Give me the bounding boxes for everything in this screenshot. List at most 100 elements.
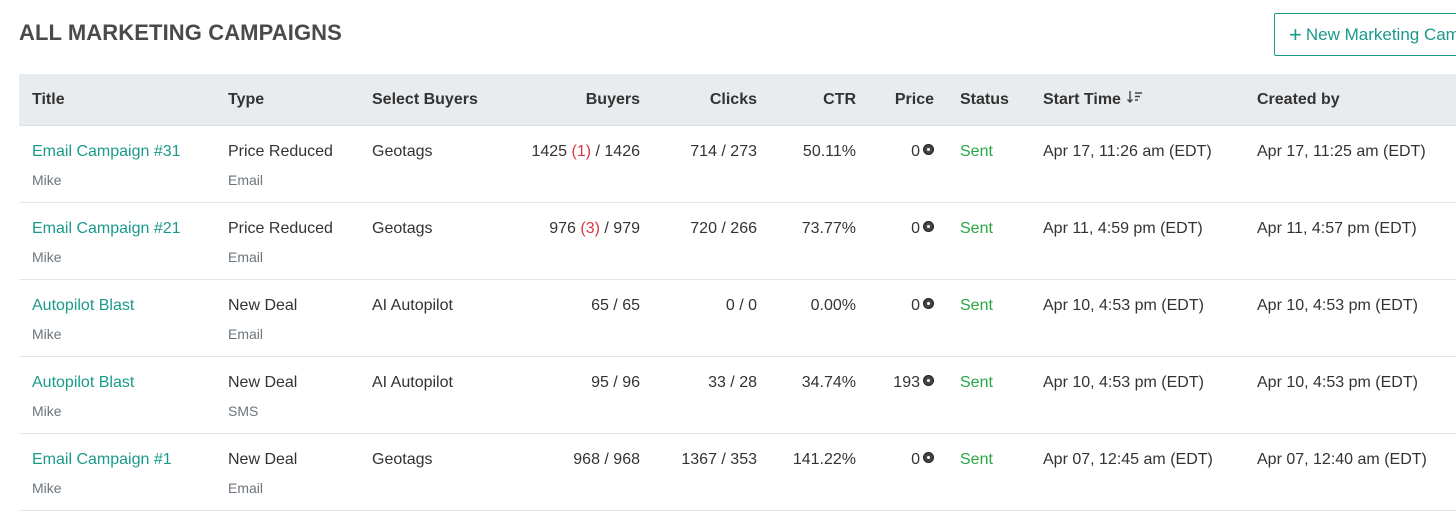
campaign-type: New Deal [228,451,298,468]
col-type[interactable]: Type [228,91,265,108]
start-time-value: Apr 10, 4:53 pm (EDT) [1043,297,1204,314]
buyers-count: 1425 [531,143,568,160]
col-buyers[interactable]: Buyers [585,91,640,108]
buyers-value: 95 / 96 [469,374,640,392]
ctr-value: 50.11% [802,143,856,160]
campaign-author: Mike [32,249,62,265]
col-price[interactable]: Price [894,91,934,108]
status-badge: Sent [960,220,993,237]
campaign-author: Mike [32,480,62,496]
created-by-value: Apr 10, 4:53 pm (EDT) [1257,374,1418,391]
campaigns-table: Title Type Select Buyers Buyers Clicks C… [19,74,1456,511]
page-title: ALL MARKETING CAMPAIGNS [19,20,342,45]
sort-descending-icon[interactable] [1126,74,1143,126]
clicks-value: 720 / 266 [690,220,757,237]
col-title[interactable]: Title [32,91,65,108]
status-badge: Sent [960,143,993,160]
buyers-count: 95 / 96 [591,374,640,391]
campaign-author: Mike [32,172,62,188]
campaign-title-link[interactable]: Autopilot Blast [32,374,135,391]
new-marketing-campaign-button[interactable]: + New Marketing Campaign [1274,13,1456,56]
col-start-time-label: Start Time [1043,91,1121,109]
campaign-channel: Email [228,249,264,265]
buyers-error-count: (1) [571,143,592,160]
campaign-title-link[interactable]: Email Campaign #1 [32,451,172,468]
buyers-value: 976 (3) / 979 [469,220,640,238]
price-value: 0 [859,220,934,238]
ctr-value: 73.77% [801,220,856,237]
select-buyers-value: Geotags [372,143,433,160]
price-amount: 193 [893,374,920,391]
ctr-value: 0.00% [810,297,856,314]
table-row[interactable]: Email Campaign #21 Mike Price Reduced Email… [19,203,1456,280]
col-status[interactable]: Status [960,91,1009,108]
select-buyers-value: Geotags [372,451,433,468]
start-time-value: Apr 10, 4:53 pm (EDT) [1043,374,1204,391]
campaign-type: Price Reduced [228,220,333,237]
table-row[interactable]: Email Campaign #1 Mike New Deal Email Geotag… [19,434,1456,511]
coin-icon [923,298,934,309]
buyers-count: 65 / 65 [591,297,640,314]
price-value: 0 [859,297,934,315]
col-ctr[interactable]: CTR [823,91,856,108]
buyers-value: 968 / 968 [469,451,640,469]
clicks-value: 1367 / 353 [681,451,757,468]
select-buyers-value: AI Autopilot [372,374,453,391]
price-amount: 0 [911,143,920,160]
campaign-title-link[interactable]: Autopilot Blast [32,297,135,314]
select-buyers-value: AI Autopilot [372,297,453,314]
campaign-type: Price Reduced [228,143,333,160]
ctr-value: 34.74% [801,374,856,391]
table-header: Title Type Select Buyers Buyers Clicks C… [19,74,1456,126]
campaign-type: New Deal [228,374,298,391]
price-amount: 0 [911,220,920,237]
coin-icon [923,221,934,232]
table-row[interactable]: Autopilot Blast Mike New Deal SMS AI Autopil… [19,357,1456,434]
table-row[interactable]: Autopilot Blast Mike New Deal Email AI Autop… [19,280,1456,357]
campaign-title-link[interactable]: Email Campaign #21 [32,220,181,237]
created-by-value: Apr 17, 11:25 am (EDT) [1257,143,1426,160]
status-badge: Sent [960,297,993,314]
buyers-total: / 1426 [595,143,640,160]
buyers-value: 65 / 65 [469,297,640,315]
price-amount: 0 [911,451,920,468]
price-value: 0 [859,143,934,161]
buyers-value: 1425 (1) / 1426 [469,143,640,161]
price-amount: 0 [911,297,920,314]
campaign-title-link[interactable]: Email Campaign #31 [32,143,181,160]
coin-icon [923,144,934,155]
start-time-value: Apr 07, 12:45 am (EDT) [1043,451,1213,468]
created-by-value: Apr 07, 12:40 am (EDT) [1257,451,1427,468]
col-select-buyers[interactable]: Select Buyers [372,91,478,108]
col-start-time[interactable]: Start Time [1043,74,1143,126]
clicks-value: 714 / 273 [690,143,757,160]
clicks-value: 0 / 0 [725,297,757,314]
campaign-author: Mike [32,403,62,419]
select-buyers-value: Geotags [372,220,433,237]
coin-icon [923,375,934,386]
clicks-value: 33 / 28 [708,374,757,391]
campaign-channel: Email [228,326,264,342]
campaign-channel: Email [228,172,264,188]
created-by-value: Apr 10, 4:53 pm (EDT) [1257,297,1418,314]
campaign-channel: Email [228,480,264,496]
col-clicks[interactable]: Clicks [709,91,757,108]
buyers-total: / 979 [604,220,640,237]
plus-icon: + [1289,21,1302,47]
created-by-value: Apr 11, 4:57 pm (EDT) [1257,220,1417,237]
buyers-count: 968 / 968 [573,451,640,468]
table-row[interactable]: Email Campaign #31 Mike Price Reduced Email… [19,126,1456,203]
price-value: 0 [859,451,934,469]
status-badge: Sent [960,374,993,391]
campaign-author: Mike [32,326,62,342]
new-campaign-label: New Marketing Campaign [1305,24,1456,44]
buyers-count: 976 [549,220,576,237]
table-body: Email Campaign #31 Mike Price Reduced Email… [19,126,1456,511]
start-time-value: Apr 11, 4:59 pm (EDT) [1043,220,1203,237]
status-badge: Sent [960,451,993,468]
ctr-value: 141.22% [792,451,856,468]
buyers-error-count: (3) [580,220,600,237]
campaign-channel: SMS [228,403,259,419]
col-created-by[interactable]: Created by [1257,91,1340,108]
coin-icon [923,452,934,463]
